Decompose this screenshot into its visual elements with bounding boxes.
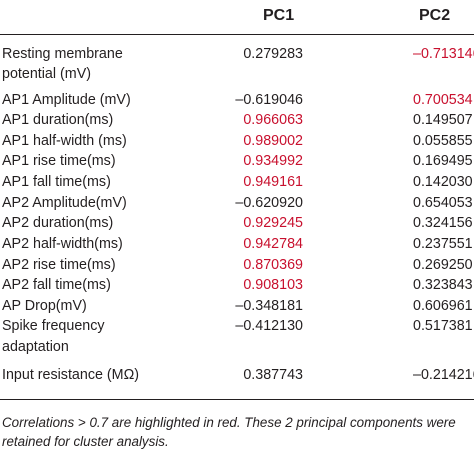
table-bottom-rule [0,399,474,400]
pc2-value: 0.169495 [413,153,473,169]
header-rule [0,34,474,35]
row-label: potential (mV) [2,66,91,82]
table-row: AP2 Amplitude(mV) –0.620920 0.654053 [0,193,474,213]
pc2-value: 0.237551 [413,236,473,252]
row-label: Resting membrane [2,46,123,62]
row-label: AP2 duration(ms) [2,215,114,231]
pc1-value: 0.966063 [243,112,303,128]
row-label: AP1 fall time(ms) [2,174,111,190]
table-row: Spike frequency –0.412130 0.517381 [0,316,474,336]
table-header: PC1 PC2 [0,0,474,34]
pc1-value: –0.412130 [235,318,303,334]
table-footnote: Correlations > 0.7 are highlighted in re… [2,414,474,451]
pc2-value: 0.323843 [413,277,473,293]
table-row: potential (mV) [0,64,474,84]
row-label: AP1 Amplitude (mV) [2,92,131,108]
pc2-value: 0.149507 [413,112,473,128]
table-row: AP1 rise time(ms) 0.934992 0.169495 [0,151,474,171]
row-label: AP Drop(mV) [2,298,87,314]
pc1-value: 0.942784 [243,236,303,252]
pc2-value: –0.214216 [413,367,474,383]
pc2-value: 0.269250 [413,257,473,273]
pc2-value: 0.055855 [413,133,473,149]
table-row: AP Drop(mV) –0.348181 0.606961 [0,296,474,316]
pc1-value: 0.870369 [243,257,303,273]
table-row: AP2 duration(ms) 0.929245 0.324156 [0,213,474,233]
pc1-value: 0.908103 [243,277,303,293]
row-label: AP2 half-width(ms) [2,236,123,252]
pc1-value: –0.620920 [235,195,303,211]
footnote-line: retained for cluster analysis. [2,433,169,449]
pc1-value: 0.949161 [243,174,303,190]
table-row: AP1 half-width (ms) 0.989002 0.055855 [0,131,474,151]
pc1-value: 0.929245 [243,215,303,231]
table-row: Input resistance (MΩ) 0.387743 –0.214216 [0,365,474,385]
row-label: AP1 rise time(ms) [2,153,116,169]
pc2-value: 0.606961 [413,298,473,314]
pc2-value: 0.324156 [413,215,473,231]
column-header-pc1: PC1 [263,7,295,24]
row-label: Input resistance (MΩ) [2,367,140,383]
pc2-value: 0.700534 [413,92,473,108]
table-row: AP2 half-width(ms) 0.942784 0.237551 [0,234,474,254]
row-label: AP2 Amplitude(mV) [2,195,127,211]
row-label: adaptation [2,339,69,355]
pc2-value: 0.142030 [413,174,473,190]
table-row: AP2 fall time(ms) 0.908103 0.323843 [0,275,474,295]
row-label: AP2 fall time(ms) [2,277,111,293]
pc1-value: 0.989002 [243,133,303,149]
pc2-value: 0.517381 [413,318,473,334]
row-label: AP2 rise time(ms) [2,257,116,273]
pc2-value: –0.713146 [413,46,474,62]
pc1-value: 0.934992 [243,153,303,169]
row-label: AP1 duration(ms) [2,112,114,128]
table-row: AP1 duration(ms) 0.966063 0.149507 [0,110,474,130]
column-header-pc2: PC2 [419,7,451,24]
pc1-value: –0.348181 [235,298,303,314]
pc1-value: –0.619046 [235,92,303,108]
table-row: Resting membrane 0.279283 –0.713146 [0,44,474,64]
table-row: AP2 rise time(ms) 0.870369 0.269250 [0,255,474,275]
pc1-value: 0.387743 [243,367,303,383]
table-row: AP1 fall time(ms) 0.949161 0.142030 [0,172,474,192]
row-label: AP1 half-width (ms) [2,133,127,149]
table-row: adaptation [0,337,474,357]
footnote-line: Correlations > 0.7 are highlighted in re… [2,415,456,430]
pc1-value: 0.279283 [243,46,303,62]
row-label: Spike frequency [2,318,105,334]
pc2-value: 0.654053 [413,195,473,211]
table-row: AP1 Amplitude (mV) –0.619046 0.700534 [0,90,474,110]
